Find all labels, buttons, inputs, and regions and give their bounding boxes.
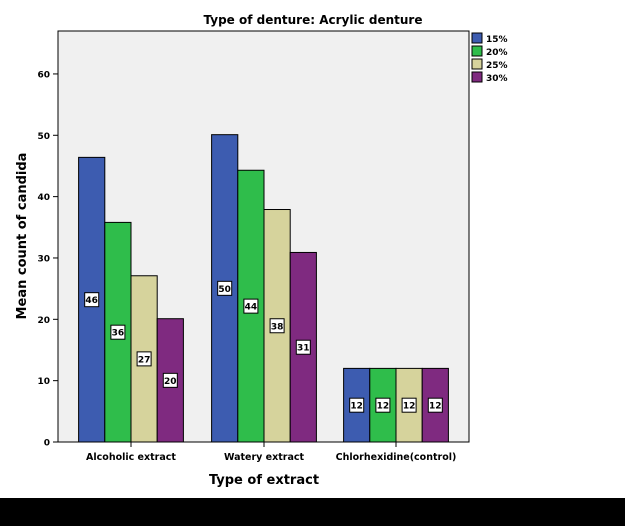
bar-value-label: 50 [218, 285, 231, 295]
legend-swatch [471, 32, 483, 44]
bar-value-label: 12 [350, 402, 363, 412]
y-tick-label: 20 [37, 316, 50, 326]
bar-value-box [401, 397, 417, 413]
bar-value-label: 38 [271, 322, 284, 332]
bar-value-box [110, 324, 126, 340]
legend-label: 15% [486, 35, 508, 45]
bar-value-label: 46 [85, 296, 98, 306]
chart-title: Type of denture: Acrylic denture [204, 13, 423, 27]
y-axis-label: Mean count of candida [15, 153, 30, 320]
legend-swatch [471, 71, 483, 83]
y-tick-label: 30 [37, 254, 50, 264]
y-tick-label: 60 [37, 70, 50, 80]
bar-value-box [269, 318, 285, 334]
legend-label: 25% [486, 61, 508, 71]
bar-value-box [162, 372, 178, 388]
bar-value-box [243, 298, 259, 314]
bar-chart: Type of denture: Acrylic denture 0 10 20 30… [15, 13, 508, 488]
y-tick-label: 40 [37, 193, 50, 203]
bar-value-label: 20 [164, 377, 177, 387]
legend: 15% 20% 25% 30% [471, 32, 508, 84]
y-tick-label: 50 [37, 132, 50, 142]
legend-label: 20% [486, 48, 508, 58]
y-tick-label: 10 [37, 377, 50, 387]
bar-value-box [217, 280, 233, 296]
legend-swatch [471, 58, 483, 70]
bar-value-label: 31 [297, 344, 310, 354]
y-tick-label: 0 [44, 439, 50, 449]
x-tick-label: Chlorhexidine(control) [336, 452, 457, 463]
bar-value-box [295, 339, 311, 355]
legend-label: 30% [486, 74, 508, 84]
bar-value-label: 36 [112, 329, 125, 339]
bar-value-label: 12 [403, 402, 416, 412]
bar-value-box [375, 397, 391, 413]
bar-value-label: 12 [377, 402, 390, 412]
x-axis-label: Type of extract [209, 473, 319, 488]
bar-value-box [136, 351, 152, 367]
x-axis: Alcoholic extract Watery extract Chlorhexi… [86, 442, 456, 463]
bar-value-box [84, 292, 100, 308]
legend-swatch [471, 45, 483, 57]
bottom-black-bar [0, 498, 625, 526]
bar-value-label: 44 [245, 303, 258, 313]
x-tick-label: Watery extract [224, 452, 305, 463]
bar-value-box [427, 397, 443, 413]
bar-value-label: 12 [429, 402, 442, 412]
bar-labels: 46 36 27 20 50 44 38 31 12 12 12 12 [84, 280, 443, 413]
x-tick-label: Alcoholic extract [86, 452, 176, 463]
y-axis: 0 10 20 30 40 50 60 [37, 70, 58, 449]
bar-value-box [349, 397, 365, 413]
bar-value-label: 27 [138, 355, 151, 365]
